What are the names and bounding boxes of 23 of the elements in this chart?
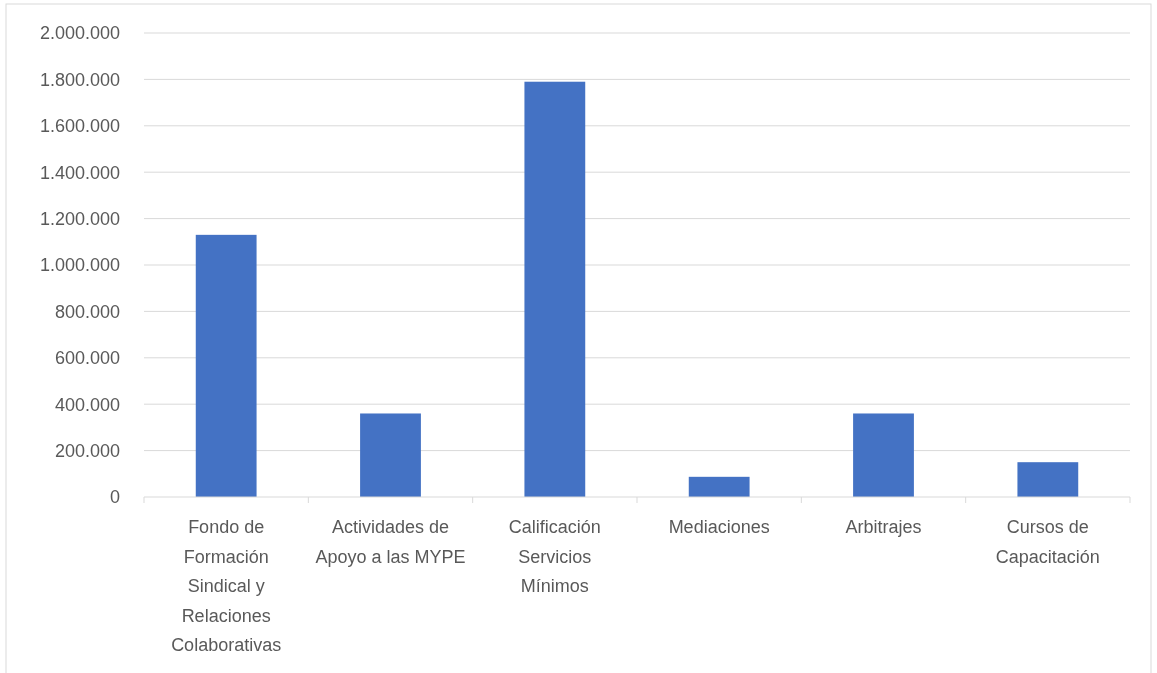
x-tick-label: Calificación Servicios Mínimos bbox=[508, 517, 601, 596]
y-tick-label: 400.000 bbox=[54, 394, 120, 415]
x-tick-label: Mediaciones bbox=[668, 517, 770, 537]
y-tick-label: 1.400.000 bbox=[39, 162, 120, 183]
y-tick-label: 1.600.000 bbox=[39, 116, 120, 137]
bar bbox=[1017, 462, 1079, 497]
y-tick-label: 1.000.000 bbox=[39, 255, 120, 276]
bar bbox=[360, 413, 421, 497]
bar bbox=[688, 476, 750, 497]
y-tick-label: 0 bbox=[109, 487, 120, 508]
x-tick-label: Arbitrajes bbox=[845, 517, 922, 537]
x-tick-label: Actividades de Apoyo a las MYPE bbox=[315, 517, 466, 567]
y-tick-label: 1.800.000 bbox=[39, 69, 120, 90]
y-tick-label: 2.000.000 bbox=[39, 23, 120, 44]
y-tick-label: 1.200.000 bbox=[39, 208, 120, 229]
bar bbox=[195, 234, 257, 497]
bar bbox=[524, 81, 586, 497]
x-tick-label: Cursos de Capacitación bbox=[995, 517, 1100, 567]
bar bbox=[853, 413, 914, 497]
x-tick-label: Fondo de Formación Sindical y Relaciones Colaborativas bbox=[171, 517, 282, 655]
y-tick-label: 200.000 bbox=[54, 440, 120, 461]
y-tick-label: 600.000 bbox=[54, 348, 120, 369]
y-tick-label: 800.000 bbox=[54, 301, 120, 322]
